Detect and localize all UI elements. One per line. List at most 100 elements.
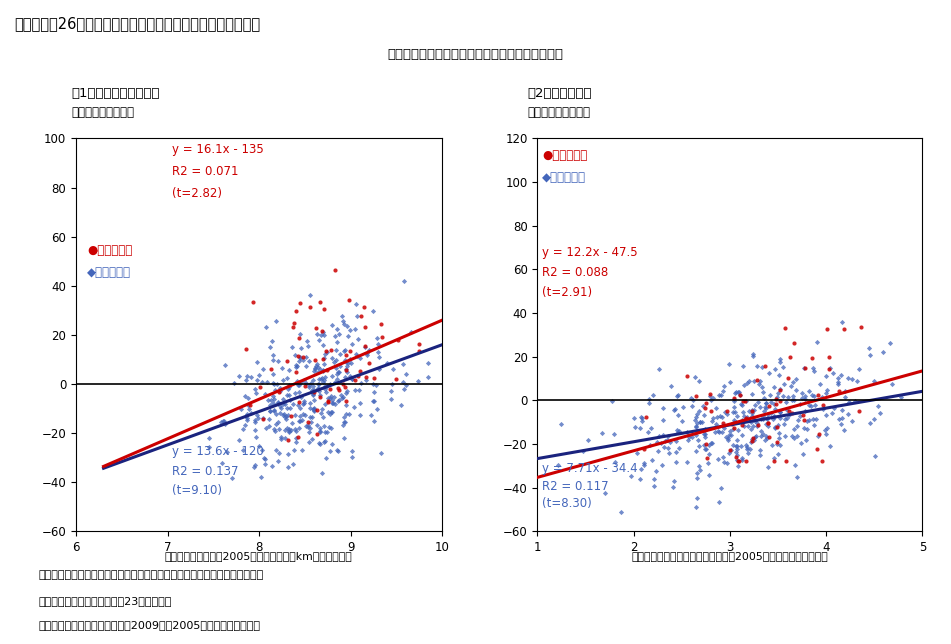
Point	[252, 383, 267, 393]
Point	[755, 361, 770, 372]
Point	[689, 502, 704, 513]
Point	[669, 447, 684, 457]
Point	[815, 404, 830, 414]
Point	[644, 422, 659, 433]
Point	[654, 460, 670, 470]
Point	[712, 412, 728, 422]
Point	[735, 415, 750, 425]
Point	[294, 392, 309, 402]
Point	[384, 386, 399, 396]
Point	[689, 468, 705, 478]
Point	[738, 440, 753, 450]
Point	[357, 302, 372, 312]
Point	[734, 399, 749, 410]
Point	[728, 440, 744, 451]
Point	[278, 411, 293, 421]
Text: R2 = 0.088: R2 = 0.088	[542, 266, 609, 279]
Point	[744, 408, 759, 418]
Point	[711, 497, 727, 507]
Point	[281, 383, 296, 393]
Point	[714, 412, 729, 422]
Point	[279, 390, 294, 400]
Point	[758, 419, 773, 429]
Point	[288, 388, 303, 399]
Point	[681, 435, 696, 446]
Point	[301, 420, 316, 430]
Point	[721, 430, 736, 440]
Point	[703, 395, 718, 405]
Point	[294, 343, 309, 353]
Point	[315, 412, 330, 422]
Point	[398, 380, 414, 390]
Point	[370, 339, 385, 349]
Text: ２．　市の値。東京23区は除く。: ２． 市の値。東京23区は除く。	[38, 596, 171, 606]
Point	[313, 426, 328, 437]
Point	[700, 453, 715, 463]
Point	[735, 406, 750, 417]
Point	[311, 384, 326, 395]
Point	[320, 407, 336, 417]
Point	[697, 428, 712, 439]
Point	[373, 319, 388, 329]
Point	[745, 435, 760, 446]
Point	[247, 415, 262, 425]
Point	[749, 361, 765, 372]
Point	[338, 356, 353, 366]
Point	[791, 415, 806, 426]
Point	[755, 414, 770, 424]
Point	[697, 444, 712, 454]
Point	[317, 348, 332, 359]
Point	[649, 466, 664, 476]
Point	[307, 386, 322, 397]
Point	[247, 460, 262, 470]
Point	[255, 445, 270, 455]
Point	[798, 393, 813, 404]
Point	[342, 325, 358, 335]
Point	[358, 341, 373, 352]
Point	[792, 399, 807, 410]
Point	[292, 411, 307, 421]
Point	[281, 426, 297, 437]
Point	[309, 359, 324, 369]
Point	[747, 415, 763, 426]
Point	[594, 428, 610, 438]
Point	[316, 354, 331, 364]
Point	[844, 374, 860, 384]
Point	[394, 399, 409, 410]
Point	[607, 457, 622, 467]
Point	[633, 412, 649, 422]
Point	[262, 421, 277, 431]
Point	[751, 397, 767, 407]
Point	[818, 410, 833, 421]
Point	[353, 410, 368, 421]
Point	[750, 420, 766, 430]
Point	[312, 423, 327, 433]
Point	[772, 354, 787, 365]
Text: ◆その他地域: ◆その他地域	[87, 266, 131, 279]
Point	[642, 440, 657, 450]
Point	[743, 444, 758, 455]
Point	[308, 323, 323, 334]
Point	[266, 379, 281, 389]
Point	[837, 386, 852, 396]
Point	[776, 419, 791, 429]
Point	[760, 462, 775, 472]
Text: R2 = 0.137: R2 = 0.137	[172, 465, 239, 478]
Point	[281, 424, 297, 434]
Point	[793, 438, 808, 448]
Point	[741, 406, 756, 417]
Point	[347, 385, 362, 395]
Point	[307, 366, 322, 377]
Point	[248, 388, 263, 399]
Point	[734, 399, 749, 410]
Point	[280, 422, 295, 433]
Point	[695, 401, 710, 411]
Point	[324, 394, 340, 404]
Point	[248, 431, 263, 442]
Point	[796, 415, 811, 425]
Point	[329, 355, 344, 366]
Point	[318, 384, 333, 395]
Point	[730, 387, 746, 397]
Point	[338, 372, 353, 382]
Point	[278, 433, 293, 443]
